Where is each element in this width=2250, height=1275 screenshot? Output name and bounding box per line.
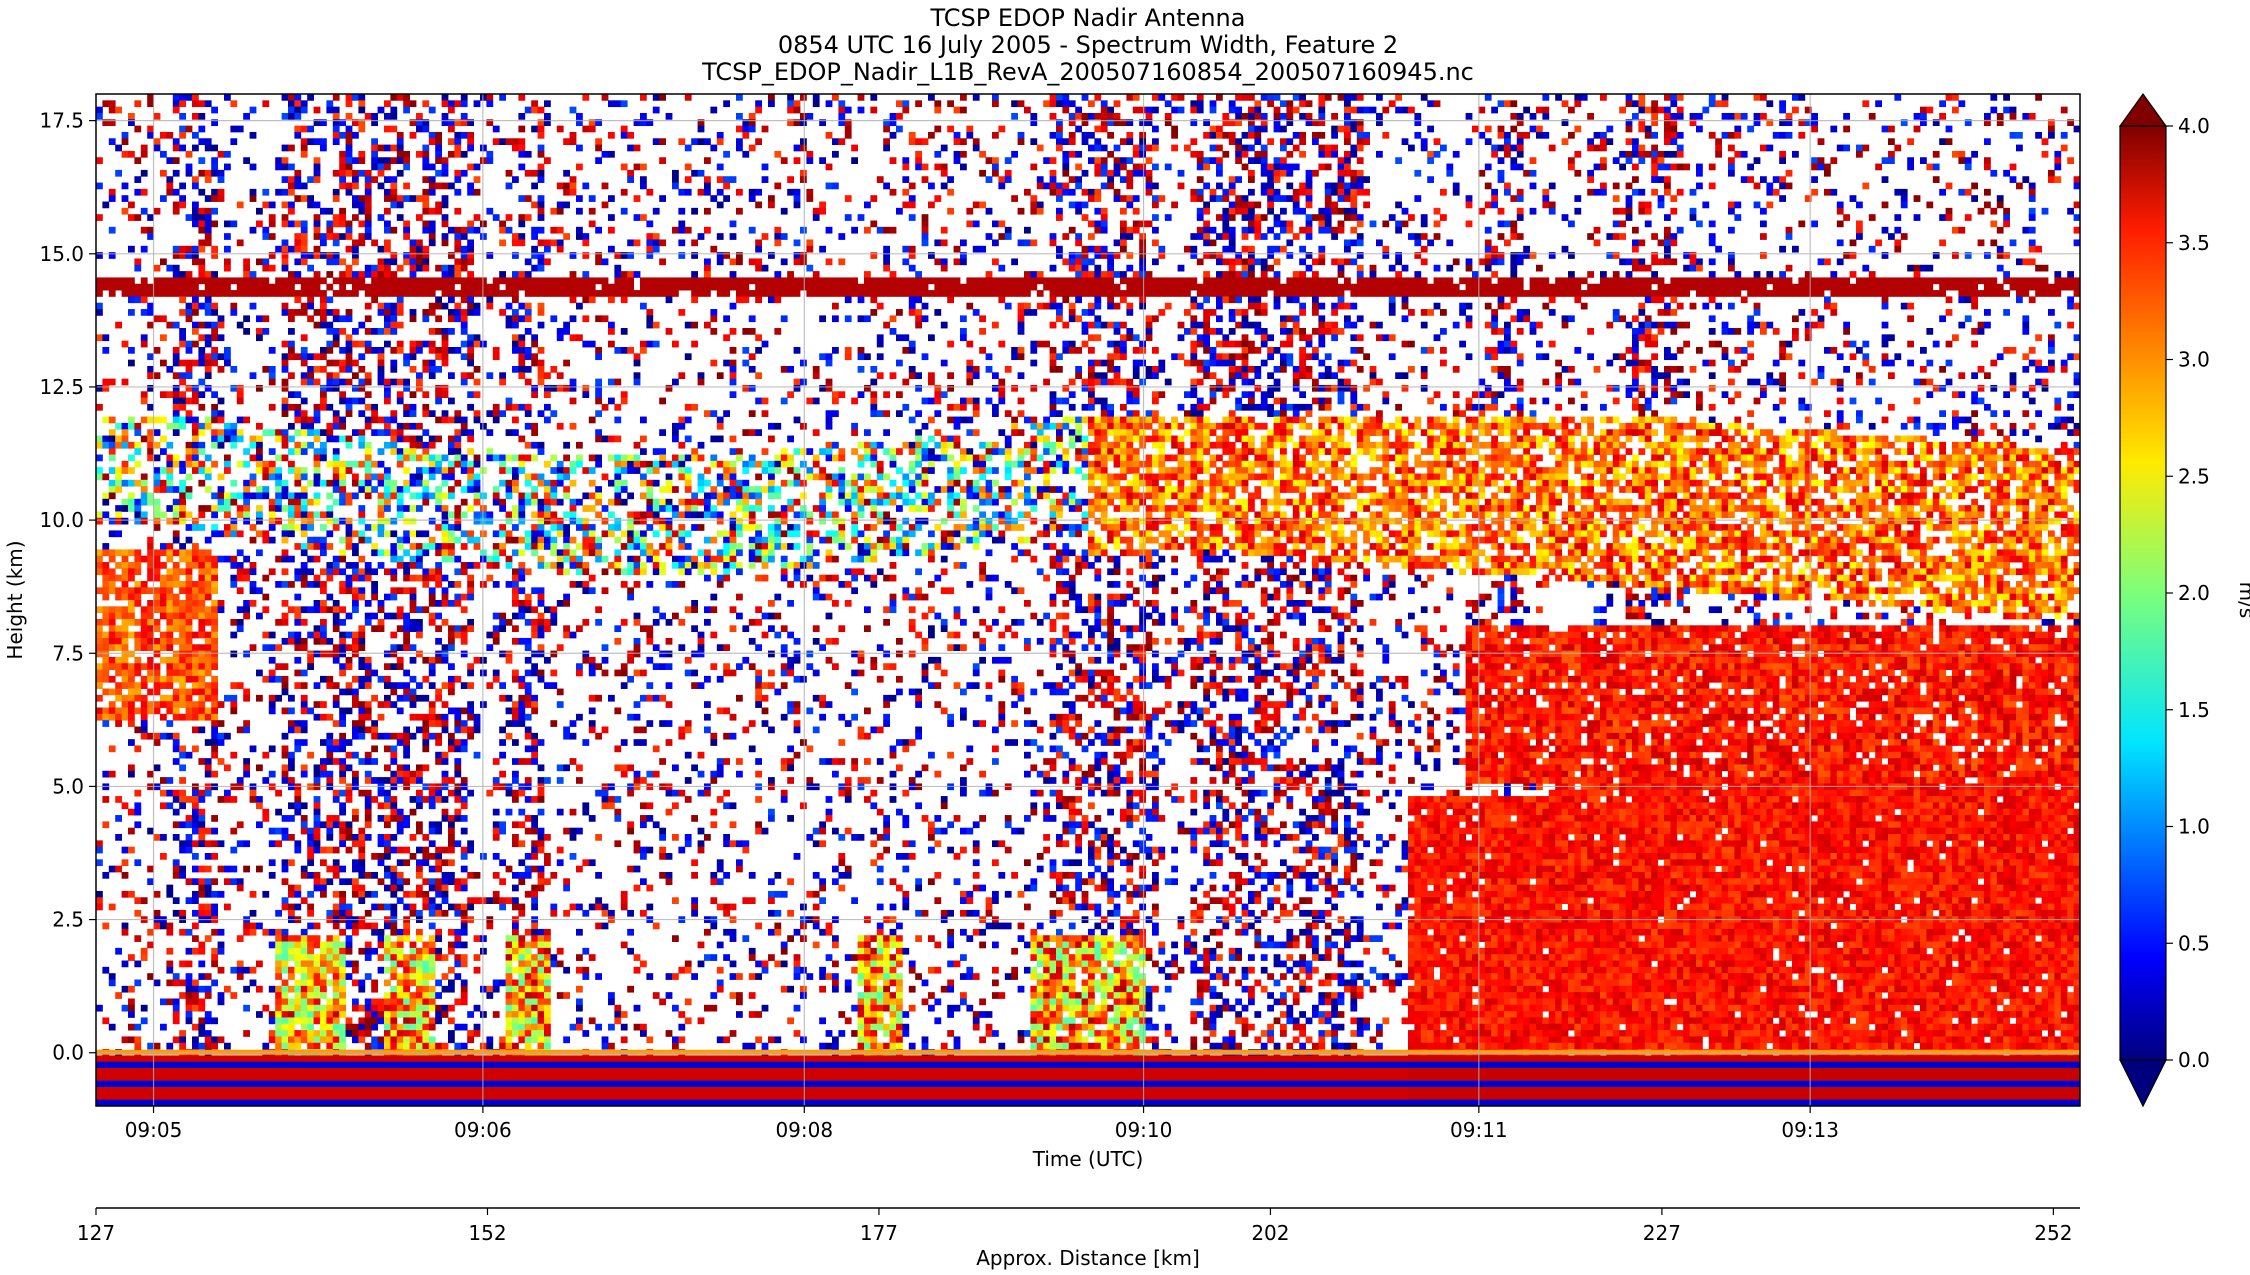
distance-tick-label-2: 177 (860, 1221, 898, 1245)
colorbar-tick-label-3: 1.5 (2178, 698, 2210, 722)
distance-tick-label-5: 252 (2034, 1221, 2072, 1245)
colorbar-tick-label-6: 3.0 (2178, 348, 2210, 372)
distance-tick-label-1: 152 (468, 1221, 506, 1245)
x-axis-ticks: 09:05 09:06 09:08 09:10 09:11 09:13 (125, 1106, 1839, 1142)
x-tick-label-2: 09:08 (775, 1118, 833, 1142)
chart-title-line-1: TCSP EDOP Nadir Antenna (930, 4, 1246, 32)
y-axis-ticks: 0.0 2.5 5.0 7.5 10.0 12.5 15.0 17.5 (39, 109, 96, 1065)
x-tick-label-5: 09:13 (1781, 1118, 1839, 1142)
y-tick-label-6: 15.0 (39, 242, 84, 266)
y-axis-label: Height (km) (3, 540, 27, 659)
colorbar-tick-label-7: 3.5 (2178, 231, 2210, 255)
chart-title-line-3: TCSP_EDOP_Nadir_L1B_RevA_200507160854_20… (701, 58, 1474, 86)
y-tick-label-1: 2.5 (52, 908, 84, 932)
colorbar-tick-label-8: 4.0 (2178, 114, 2210, 138)
y-tick-label-7: 17.5 (39, 109, 84, 133)
plot-area (96, 94, 2080, 1106)
colorbar-tick-label-1: 0.5 (2178, 931, 2210, 955)
colorbar-extend-top (2120, 94, 2166, 126)
distance-tick-label-3: 202 (1251, 1221, 1289, 1245)
y-tick-label-5: 12.5 (39, 375, 84, 399)
colorbar: 0.0 0.5 1.0 1.5 2.0 2.5 3.0 3.5 4.0 m/s (2120, 94, 2250, 1106)
distance-axis-ticks: 127 152 177 202 227 252 (77, 1208, 2073, 1245)
x-axis-label: Time (UTC) (1032, 1147, 1144, 1171)
distance-tick-label-0: 127 (77, 1221, 115, 1245)
colorbar-tick-label-0: 0.0 (2178, 1048, 2210, 1072)
chart-title-line-2: 0854 UTC 16 July 2005 - Spectrum Width, … (778, 31, 1398, 59)
y-tick-label-3: 7.5 (52, 641, 84, 665)
x-tick-label-3: 09:10 (1115, 1118, 1173, 1142)
y-tick-label-4: 10.0 (39, 508, 84, 532)
colorbar-ticks: 0.0 0.5 1.0 1.5 2.0 2.5 3.0 3.5 4.0 (2166, 114, 2210, 1072)
x-tick-label-0: 09:05 (125, 1118, 183, 1142)
y-tick-label-2: 5.0 (52, 774, 84, 798)
colorbar-label: m/s (2235, 582, 2250, 619)
colorbar-extend-bottom (2120, 1060, 2166, 1106)
colorbar-tick-label-5: 2.5 (2178, 464, 2210, 488)
colorbar-tick-label-4: 2.0 (2178, 581, 2210, 605)
distance-axis-label: Approx. Distance [km] (976, 1246, 1200, 1270)
colorbar-gradient (2120, 126, 2166, 1060)
x-tick-label-4: 09:11 (1450, 1118, 1508, 1142)
y-tick-label-0: 0.0 (52, 1041, 84, 1065)
distance-tick-label-4: 227 (1643, 1221, 1681, 1245)
x-tick-label-1: 09:06 (454, 1118, 512, 1142)
colorbar-tick-label-2: 1.0 (2178, 815, 2210, 839)
